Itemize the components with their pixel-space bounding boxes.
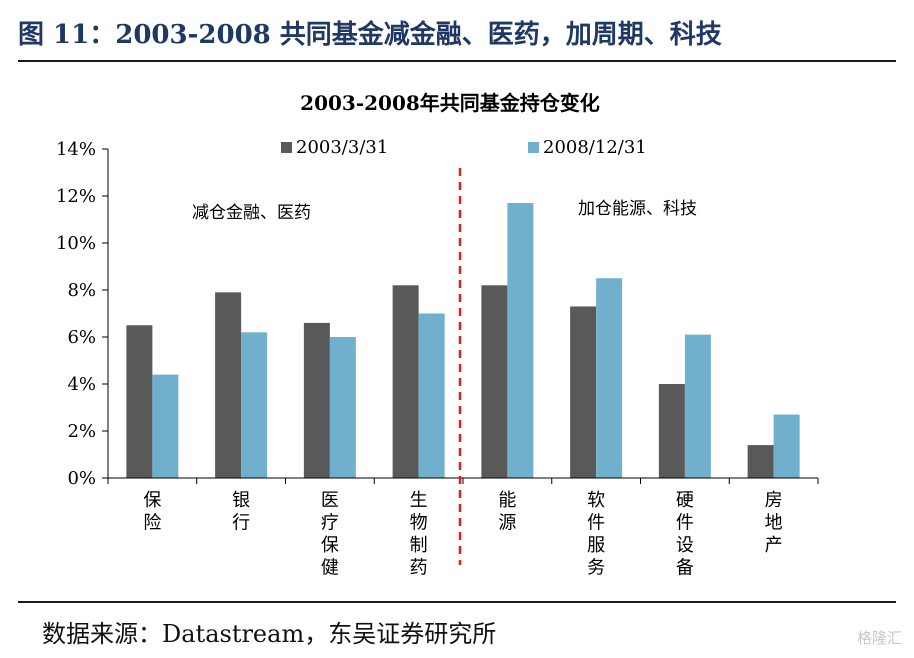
- x-tick-label: 银行: [232, 490, 250, 534]
- x-tick-label: 生物制药: [410, 490, 428, 579]
- annotation-reduce: 减仓金融、医药: [192, 203, 311, 223]
- x-tick-label: 房地产: [765, 490, 783, 556]
- bar-2008-7: [773, 414, 800, 478]
- bar-2008-3: [418, 313, 445, 478]
- y-axis: 0% 2% 4% 6% 8% 10% 12% 14%: [56, 139, 109, 489]
- legend-label-2003: 2003/3/31: [296, 137, 388, 158]
- y-tick-label: 2%: [67, 421, 96, 442]
- source-note: 数据来源：Datastream，东吴证券研究所: [42, 620, 497, 648]
- y-tick-label: 0%: [67, 468, 96, 489]
- x-tick-label: 保险: [143, 490, 161, 534]
- bar-chart: 2003-2008年共同基金持仓变化 2003/3/31 2008/12/31 …: [56, 91, 819, 579]
- x-tick-label: 硬件设备: [676, 490, 694, 579]
- bar-2003-6: [658, 384, 685, 478]
- bar-2003-3: [392, 285, 419, 478]
- bars: [126, 203, 800, 479]
- x-tick-label: 医疗保健: [321, 490, 339, 579]
- chart-title: 2003-2008年共同基金持仓变化: [300, 91, 600, 115]
- bottom-rule: [18, 601, 896, 603]
- y-tick-label: 10%: [56, 233, 96, 254]
- bar-2003-5: [570, 306, 597, 478]
- bar-2003-7: [747, 445, 774, 478]
- bar-2003-2: [303, 322, 330, 478]
- bar-2008-6: [684, 334, 711, 478]
- top-rule: [18, 60, 896, 62]
- x-tick-label: 能源: [498, 490, 516, 534]
- annotation-add: 加仓能源、科技: [578, 199, 697, 219]
- x-tick-label: 软件服务: [587, 490, 605, 579]
- bar-2008-4: [507, 203, 534, 479]
- y-tick-label: 14%: [56, 139, 96, 160]
- legend-swatch-2008: [528, 142, 539, 153]
- bar-2008-2: [329, 337, 356, 478]
- bar-2003-1: [215, 292, 242, 478]
- watermark: 格隆汇: [856, 629, 902, 647]
- legend-label-2008: 2008/12/31: [543, 137, 647, 158]
- legend: 2003/3/31 2008/12/31: [281, 137, 647, 158]
- y-tick-label: 12%: [56, 186, 96, 207]
- y-tick-label: 8%: [67, 280, 96, 301]
- bar-2003-0: [126, 325, 153, 478]
- legend-swatch-2003: [281, 142, 292, 153]
- bar-2008-1: [241, 332, 268, 478]
- y-tick-label: 4%: [67, 374, 96, 395]
- bar-2008-0: [152, 374, 179, 478]
- x-axis: 保险 银行 医疗保健 生物制药 能源 软件服务 硬件设备 房地产: [107, 477, 819, 579]
- y-tick-label: 6%: [67, 327, 96, 348]
- bar-2003-4: [481, 285, 508, 478]
- figure-title: 图 11：2003-2008 共同基金减金融、医药，加周期、科技: [18, 20, 722, 50]
- bar-2008-5: [596, 278, 623, 478]
